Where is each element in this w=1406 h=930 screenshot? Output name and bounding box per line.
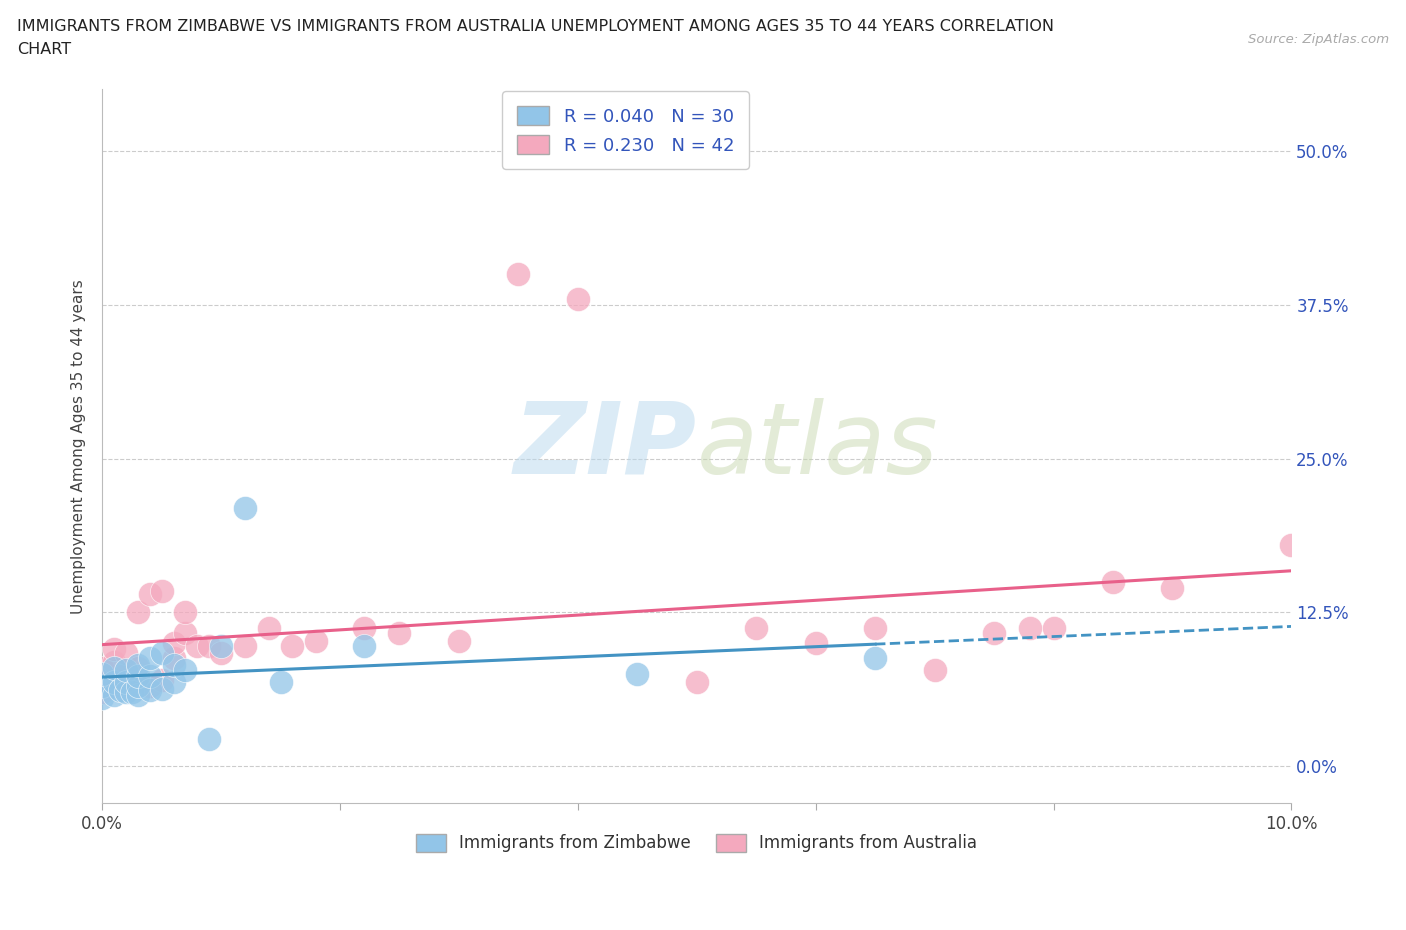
Point: [103, 687, 125, 702]
Text: Source: ZipAtlas.com: Source: ZipAtlas.com: [1249, 33, 1389, 46]
Point: [103, 642, 125, 657]
Point: [447, 633, 470, 648]
Point: [162, 636, 184, 651]
Point: [150, 584, 173, 599]
Point: [508, 267, 530, 282]
Text: IMMIGRANTS FROM ZIMBABWE VS IMMIGRANTS FROM AUSTRALIA UNEMPLOYMENT AMONG AGES 35: IMMIGRANTS FROM ZIMBABWE VS IMMIGRANTS F…: [17, 19, 1054, 33]
Point: [127, 687, 149, 702]
Point: [103, 654, 125, 669]
Point: [127, 679, 149, 694]
Point: [257, 621, 280, 636]
Point: [162, 658, 184, 672]
Point: [863, 621, 886, 636]
Point: [186, 638, 208, 653]
Point: [121, 684, 143, 699]
Point: [233, 638, 256, 653]
Point: [305, 633, 328, 648]
Point: [115, 645, 138, 660]
Point: [1018, 621, 1040, 636]
Point: [108, 683, 131, 698]
Point: [91, 672, 114, 687]
Point: [924, 663, 946, 678]
Text: atlas: atlas: [697, 398, 938, 495]
Point: [103, 679, 125, 694]
Point: [127, 669, 149, 684]
Point: [127, 604, 149, 619]
Point: [1161, 580, 1184, 595]
Point: [1042, 621, 1064, 636]
Point: [233, 500, 256, 515]
Point: [150, 672, 173, 687]
Point: [91, 667, 114, 682]
Point: [139, 650, 162, 665]
Point: [115, 672, 138, 687]
Point: [115, 663, 138, 678]
Text: ZIP: ZIP: [513, 398, 697, 495]
Point: [281, 638, 304, 653]
Point: [103, 675, 125, 690]
Point: [1102, 574, 1125, 589]
Point: [91, 684, 114, 699]
Point: [686, 675, 709, 690]
Point: [567, 291, 589, 306]
Point: [115, 684, 138, 699]
Y-axis label: Unemployment Among Ages 35 to 44 years: Unemployment Among Ages 35 to 44 years: [72, 279, 86, 614]
Point: [127, 660, 149, 675]
Point: [139, 587, 162, 602]
Point: [162, 675, 184, 690]
Point: [91, 679, 114, 694]
Point: [198, 732, 221, 747]
Point: [139, 679, 162, 694]
Point: [139, 683, 162, 698]
Legend: Immigrants from Zimbabwe, Immigrants from Australia: Immigrants from Zimbabwe, Immigrants fro…: [409, 827, 984, 859]
Point: [127, 658, 149, 672]
Point: [115, 667, 138, 682]
Point: [174, 626, 197, 641]
Point: [150, 681, 173, 696]
Point: [353, 638, 375, 653]
Point: [139, 669, 162, 684]
Point: [150, 645, 173, 660]
Point: [91, 691, 114, 706]
Point: [198, 638, 221, 653]
Point: [745, 621, 768, 636]
Text: CHART: CHART: [17, 42, 70, 57]
Point: [353, 621, 375, 636]
Point: [162, 650, 184, 665]
Point: [983, 626, 1005, 641]
Point: [388, 626, 411, 641]
Point: [115, 675, 138, 690]
Point: [91, 660, 114, 675]
Point: [209, 645, 232, 660]
Point: [174, 604, 197, 619]
Point: [103, 660, 125, 675]
Point: [174, 663, 197, 678]
Point: [209, 638, 232, 653]
Point: [626, 667, 648, 682]
Point: [1279, 538, 1302, 552]
Point: [804, 636, 827, 651]
Point: [270, 675, 292, 690]
Point: [863, 650, 886, 665]
